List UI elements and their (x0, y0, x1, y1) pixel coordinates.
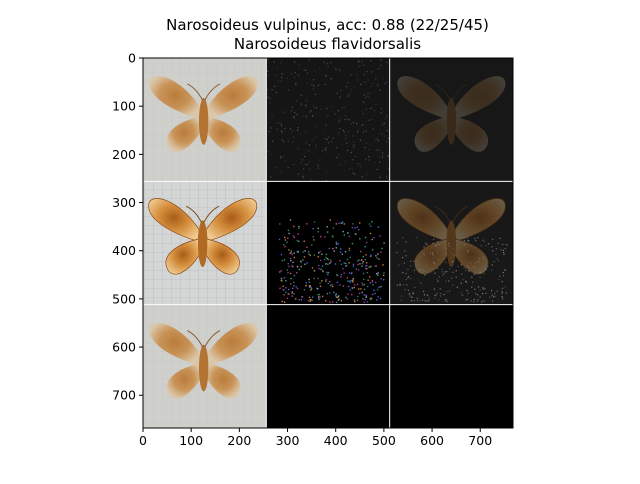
image-panel-r0-c1 (266, 58, 391, 183)
y-tick-label: 0 (128, 51, 136, 66)
y-tick-label: 600 (112, 340, 136, 355)
x-tick-label: 700 (468, 433, 492, 448)
image-panel-r2-c2 (389, 304, 513, 428)
y-tick-label: 200 (112, 147, 136, 162)
image-panel-r1-c1 (266, 181, 390, 305)
y-tick-label: 700 (112, 388, 136, 403)
y-tick-label: 400 (112, 243, 136, 258)
y-tick-label: 500 (112, 291, 136, 306)
image-panel-r2-c0 (143, 304, 267, 428)
x-tick-label: 500 (372, 433, 396, 448)
chart-subtitle: Narosoideus flavidorsalis (233, 35, 422, 53)
image-panel-r0-c0 (143, 58, 267, 182)
x-tick-label: 400 (324, 433, 348, 448)
x-tick-label: 100 (179, 433, 203, 448)
y-tick-label: 300 (112, 195, 136, 210)
image-panel-r1-c0 (143, 181, 267, 305)
image-panel-r0-c2 (389, 58, 513, 182)
image-panel-r1-c2 (389, 181, 513, 305)
axes-frame (142, 57, 514, 429)
image-panel-r2-c1 (266, 304, 390, 428)
chart-title: Narosoideus vulpinus, acc: 0.88 (22/25/4… (166, 16, 489, 34)
x-tick-label: 300 (276, 433, 300, 448)
x-tick-label: 600 (420, 433, 444, 448)
x-tick-label: 0 (139, 433, 147, 448)
y-tick-label: 100 (112, 99, 136, 114)
x-tick-label: 200 (227, 433, 251, 448)
